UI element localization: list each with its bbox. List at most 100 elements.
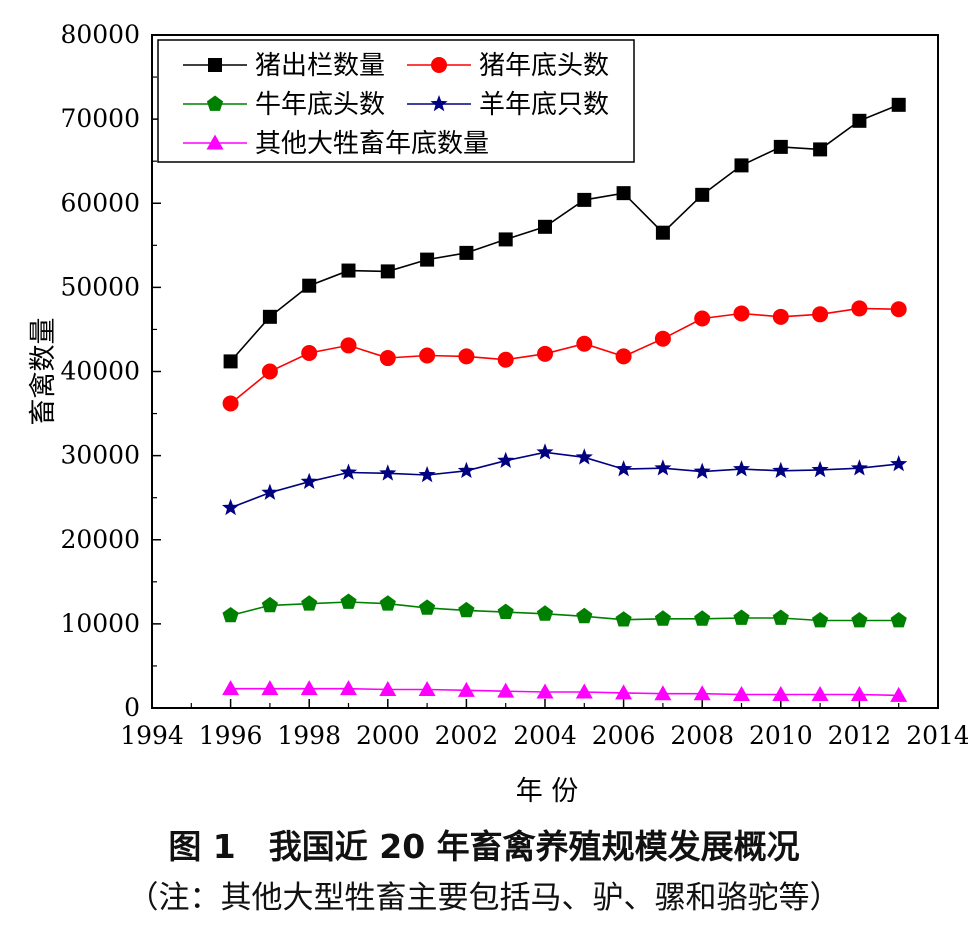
series-4 — [222, 680, 908, 702]
data-point — [261, 363, 278, 380]
data-point — [379, 595, 396, 611]
legend-box — [157, 39, 635, 163]
data-point — [340, 337, 357, 354]
data-point — [812, 306, 829, 323]
data-point — [419, 347, 436, 364]
legend-item: 猪年底头数 — [407, 51, 609, 81]
data-point — [340, 680, 357, 696]
y-tick-label: 40000 — [60, 357, 140, 386]
legend-marker — [206, 134, 224, 150]
chart-figure: 1994 1996 1998 2000 2002 2004 2006 2008 2010 2012… — [28, 20, 968, 807]
data-point — [537, 345, 553, 362]
data-point — [261, 483, 279, 500]
legend-item: 猪出栏数量 — [183, 51, 385, 81]
data-point — [222, 607, 239, 623]
legend-label: 羊年底只数 — [479, 90, 609, 120]
data-point — [693, 685, 711, 701]
data-point — [694, 310, 711, 327]
data-point — [890, 686, 908, 702]
data-point — [379, 680, 397, 696]
y-tick-label: 60000 — [60, 188, 140, 217]
data-point — [458, 348, 475, 365]
data-point — [851, 300, 868, 317]
series-1 — [222, 300, 907, 412]
data-point — [695, 187, 710, 202]
data-point — [379, 464, 397, 481]
data-point — [262, 309, 277, 324]
data-point — [890, 612, 907, 628]
data-point — [458, 601, 475, 618]
data-point — [223, 354, 238, 369]
data-point — [300, 472, 318, 489]
data-point — [536, 683, 554, 699]
data-point — [222, 680, 240, 696]
x-tick-label: 1996 — [199, 721, 263, 750]
data-point — [654, 330, 671, 347]
data-point — [261, 596, 278, 613]
data-point — [576, 335, 593, 352]
y-tick-label: 10000 — [60, 609, 140, 638]
data-point — [379, 350, 396, 367]
data-point — [497, 351, 514, 368]
data-point — [261, 680, 279, 696]
data-point — [615, 348, 632, 365]
data-point — [575, 683, 593, 699]
data-point — [850, 459, 868, 476]
data-point — [654, 459, 672, 476]
data-point — [852, 113, 867, 128]
series-line — [230, 687, 899, 697]
data-point — [536, 605, 554, 621]
legend-label: 其他大牲畜年底数量 — [255, 129, 489, 159]
data-point — [341, 263, 356, 278]
series-3 — [222, 443, 908, 516]
data-point — [615, 684, 633, 700]
data-point — [577, 192, 592, 207]
data-point — [457, 461, 475, 478]
x-tick-label: 2010 — [749, 721, 813, 750]
data-point — [772, 461, 790, 478]
data-point — [772, 609, 789, 625]
data-point — [811, 686, 829, 702]
data-point — [538, 219, 552, 234]
legend-marker — [430, 95, 448, 112]
data-point — [576, 607, 593, 624]
data-point — [497, 682, 515, 698]
data-point — [459, 245, 474, 260]
y-axis-label: 畜禽数量 — [28, 318, 59, 426]
data-point — [536, 443, 554, 460]
data-point — [615, 611, 632, 627]
data-point — [812, 612, 829, 628]
data-point — [457, 681, 475, 697]
data-point — [418, 680, 436, 696]
data-point — [301, 344, 318, 361]
data-point — [890, 301, 907, 318]
series-2 — [222, 593, 907, 628]
data-point — [222, 395, 239, 412]
legend-label: 猪出栏数量 — [255, 51, 385, 81]
x-tick-label: 1994 — [120, 721, 184, 750]
legend-item: 羊年底只数 — [407, 90, 609, 120]
data-point — [851, 612, 868, 628]
legend-label: 猪年底头数 — [479, 51, 609, 81]
data-point — [732, 460, 751, 477]
y-tick-label: 50000 — [60, 272, 140, 301]
x-tick-label: 2006 — [592, 721, 656, 750]
y-tick-label: 80000 — [60, 20, 140, 49]
data-point — [420, 252, 435, 267]
data-point — [694, 610, 711, 626]
data-point — [616, 186, 631, 201]
legend-marker — [206, 95, 224, 111]
legend-label: 牛年底头数 — [255, 90, 385, 120]
data-point — [734, 158, 749, 173]
line-chart: 1994 1996 1998 2000 2002 2004 2006 2008 2010 2012… — [28, 20, 968, 807]
data-point — [891, 97, 906, 112]
data-point — [890, 455, 908, 472]
data-point — [733, 609, 750, 625]
y-tick-label: 20000 — [60, 525, 140, 554]
data-point — [813, 142, 828, 157]
data-point — [733, 686, 750, 702]
data-point — [575, 448, 593, 465]
x-tick-label: 2012 — [828, 721, 892, 750]
data-point — [733, 305, 750, 322]
